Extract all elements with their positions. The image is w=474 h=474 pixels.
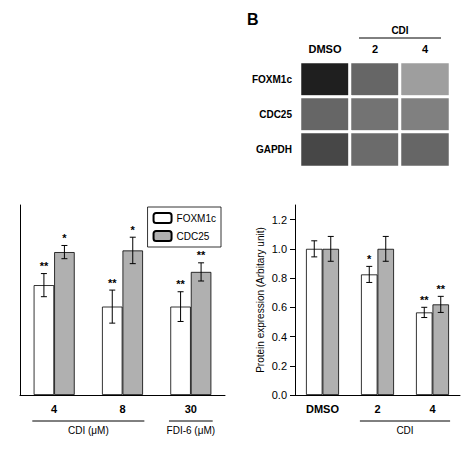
svg-text:**: ** — [176, 278, 185, 290]
svg-text:30: 30 — [185, 403, 197, 415]
svg-text:*: * — [367, 253, 372, 265]
svg-text:FOXM1c: FOXM1c — [177, 213, 216, 224]
svg-text:0.6: 0.6 — [272, 301, 287, 313]
svg-text:DMSO: DMSO — [306, 403, 339, 415]
svg-text:GAPDH: GAPDH — [256, 144, 292, 155]
svg-text:B: B — [247, 11, 259, 28]
svg-text:4: 4 — [422, 43, 429, 55]
svg-text:1.0: 1.0 — [272, 243, 287, 255]
svg-text:4: 4 — [51, 403, 58, 415]
svg-text:0.0: 0.0 — [272, 389, 287, 401]
svg-text:2: 2 — [372, 43, 378, 55]
svg-text:FDI-6 (μM): FDI-6 (μM) — [167, 425, 216, 436]
svg-text:Protein expression (Arbitary u: Protein expression (Arbitary unit) — [255, 227, 266, 373]
svg-text:0.4: 0.4 — [272, 331, 287, 343]
svg-text:FOXM1c: FOXM1c — [252, 74, 292, 85]
svg-text:**: ** — [420, 294, 429, 306]
svg-text:8: 8 — [119, 403, 125, 415]
svg-text:0.2: 0.2 — [272, 360, 287, 372]
svg-text:CDI: CDI — [396, 425, 413, 436]
svg-text:**: ** — [40, 260, 49, 272]
svg-text:4: 4 — [429, 403, 436, 415]
svg-text:1.2: 1.2 — [272, 214, 287, 226]
svg-text:*: * — [62, 232, 67, 244]
svg-text:CDC25: CDC25 — [259, 109, 292, 120]
svg-text:**: ** — [436, 283, 445, 295]
svg-text:*: * — [131, 224, 136, 236]
svg-text:0.8: 0.8 — [272, 272, 287, 284]
svg-text:CDI: CDI — [391, 25, 408, 36]
svg-text:CDC25: CDC25 — [177, 231, 210, 242]
svg-text:DMSO: DMSO — [309, 43, 342, 55]
svg-text:**: ** — [197, 249, 206, 261]
svg-text:CDI (μM): CDI (μM) — [68, 425, 109, 436]
svg-text:2: 2 — [374, 403, 380, 415]
svg-text:**: ** — [108, 277, 117, 289]
